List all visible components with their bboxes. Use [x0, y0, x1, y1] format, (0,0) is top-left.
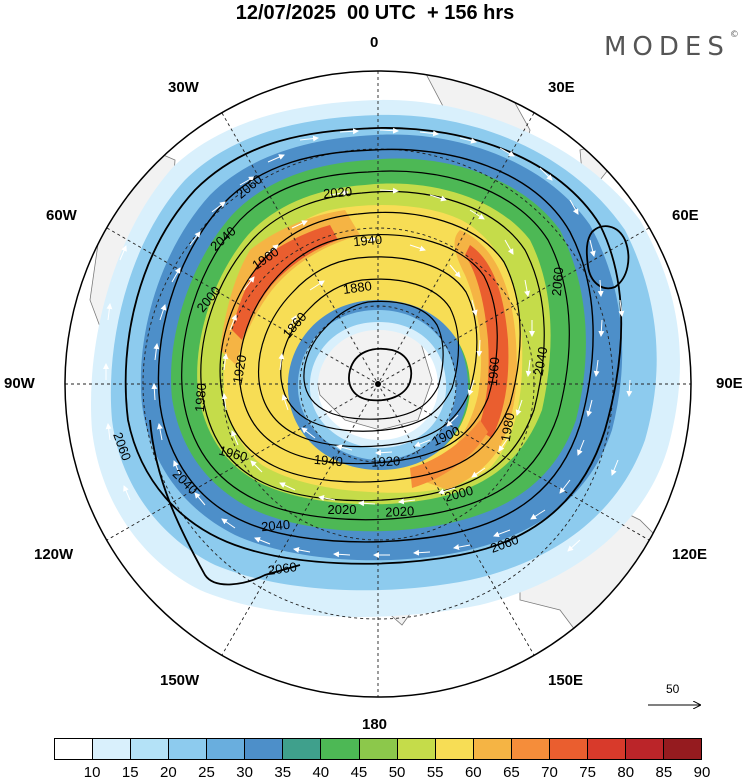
height-contours: [124, 127, 630, 586]
brand-name: MODES: [604, 32, 730, 62]
contour-label: 1980: [192, 383, 209, 413]
contour-label: 1920: [230, 354, 250, 385]
colorbar-label: 85: [655, 764, 673, 781]
colorbar-label: 45: [350, 764, 368, 781]
contour-label: 1940: [313, 452, 343, 469]
reference-vector-arrow: [648, 698, 706, 712]
brand-logo: MODES©: [604, 30, 739, 62]
map-title: 12/07/2025 00 UTC + 156 hrs: [235, 2, 515, 24]
brand-mark: ©: [729, 30, 739, 40]
colorbar-label: 90: [693, 764, 711, 781]
contour-label: 1920: [371, 453, 401, 469]
colorbar-label: 70: [541, 764, 558, 781]
colorbar-label: 15: [121, 764, 139, 781]
colorbar-swatch: [283, 739, 322, 759]
colorbar-label: 65: [503, 764, 520, 781]
colorbar-label: 10: [83, 764, 101, 781]
colorbar-swatch: [169, 739, 208, 759]
lon-label-120w: 120W: [34, 546, 74, 563]
colorbar-swatch: [664, 739, 702, 759]
colorbar-swatch: [55, 739, 94, 759]
contour-label: 1960: [217, 443, 249, 465]
contour-label: 2020: [328, 502, 357, 517]
lon-label-30e: 30E: [548, 79, 575, 96]
colorbar-swatch: [473, 739, 512, 759]
lon-label-60e: 60E: [672, 207, 699, 224]
colorbar-swatch: [321, 739, 360, 759]
lon-label-120e: 120E: [672, 546, 708, 563]
contour-label: 2040: [531, 346, 551, 377]
contour-label: 1960: [485, 357, 502, 387]
colorbar-label: 60: [464, 764, 482, 781]
colorbar-swatch: [587, 739, 626, 759]
contour-label: 1880: [342, 278, 373, 297]
contour-label: 2040: [261, 517, 291, 534]
colorbar-label: 75: [579, 764, 596, 781]
colorbar-swatch: [549, 739, 588, 759]
reference-vector-label: 50: [666, 682, 680, 696]
lon-label-150e: 150E: [548, 672, 584, 689]
wind-speed-shading: [91, 99, 681, 617]
lon-label-180: 180: [362, 716, 388, 733]
map-disk: 2060 2020 1940 1960 2040 2000 1880 1860 …: [65, 71, 691, 697]
colorbar-swatch: [435, 739, 474, 759]
colorbar-label: 25: [198, 764, 215, 781]
colorbar-swatch: [625, 739, 664, 759]
contour-label: 2020: [323, 184, 353, 201]
lon-label-90w: 90W: [4, 375, 35, 392]
colorbar-labels: 10 15 20 25 30 35 40 45 50 55 60 65 70 75 80 85 90: [0, 764, 750, 782]
colorbar-label: 55: [426, 764, 444, 781]
colorbar-label: 80: [617, 764, 635, 781]
colorbar-label: 35: [274, 764, 292, 781]
colorbar: [54, 738, 702, 760]
colorbar-label: 40: [312, 764, 330, 781]
contour-label: 1940: [353, 232, 383, 249]
contour-label: 1980: [498, 412, 518, 443]
colorbar-swatch: [511, 739, 550, 759]
pole-marker: [375, 381, 381, 387]
contour-label: 2060: [549, 267, 566, 297]
colorbar-swatch: [359, 739, 398, 759]
colorbar-swatch: [93, 739, 132, 759]
colorbar-swatch: [131, 739, 170, 759]
wind-vectors: [103, 127, 633, 558]
colorbar-swatch: [245, 739, 284, 759]
lon-label-60w: 60W: [46, 207, 77, 224]
colorbar-swatch: [207, 739, 246, 759]
contour-label: 2060: [267, 559, 298, 578]
contour-label: 2000: [443, 483, 475, 505]
colorbar-label: 20: [160, 764, 177, 781]
lon-label-0: 0: [370, 34, 379, 51]
lon-label-150w: 150W: [160, 672, 200, 689]
lon-label-30w: 30W: [168, 79, 199, 96]
colorbar-label: 30: [236, 764, 253, 781]
colorbar-swatch: [397, 739, 436, 759]
colorbar-label: 50: [388, 764, 406, 781]
map-boundary: [64, 70, 692, 698]
contour-label: 2020: [385, 503, 415, 519]
lon-label-90e: 90E: [716, 375, 743, 392]
